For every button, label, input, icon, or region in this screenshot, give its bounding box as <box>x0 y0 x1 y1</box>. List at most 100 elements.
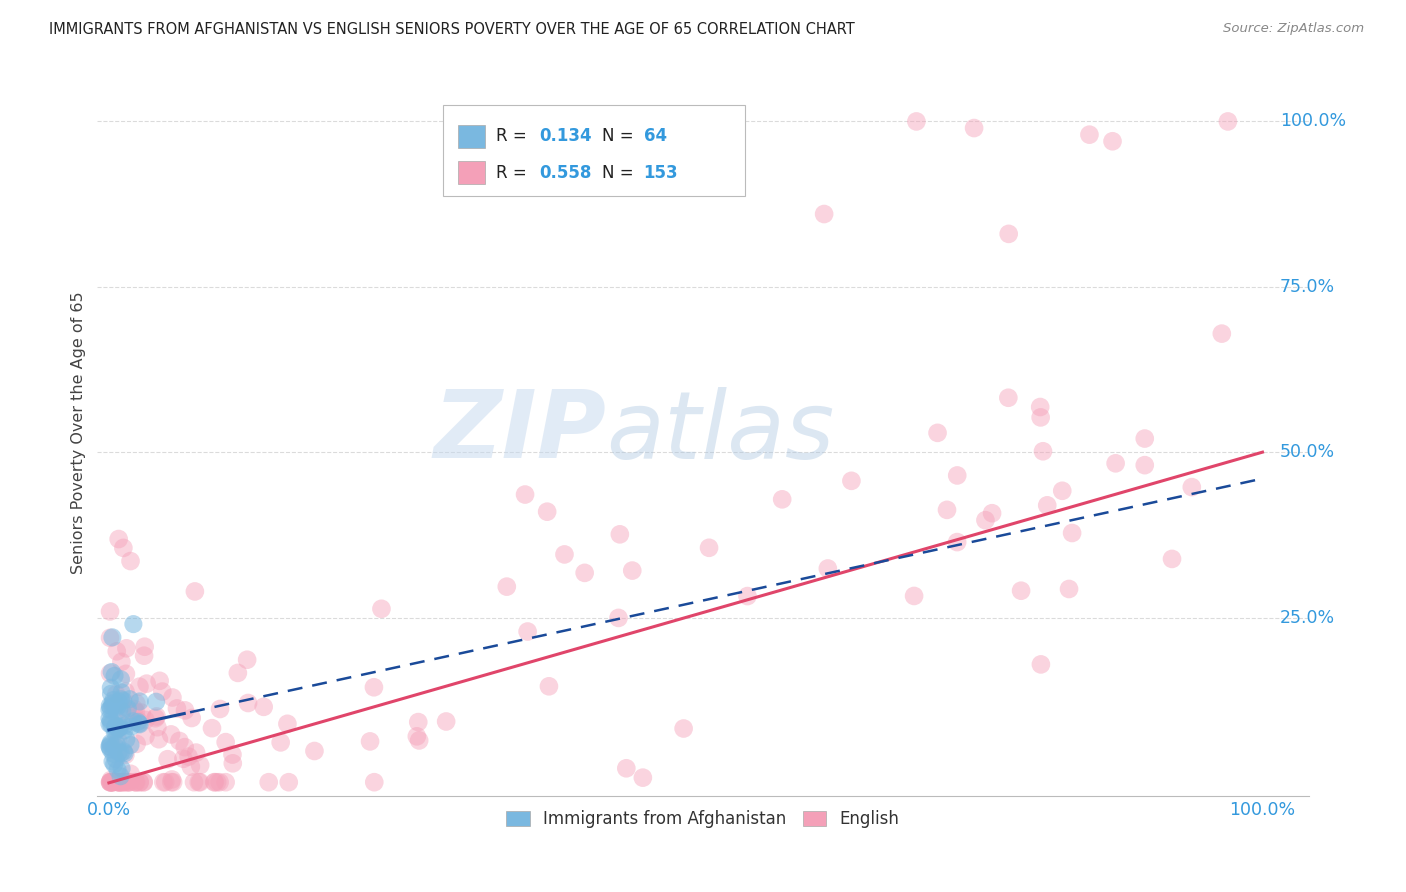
Point <box>513 487 536 501</box>
Point <box>108 775 131 789</box>
Point <box>110 720 132 734</box>
Point <box>145 695 167 709</box>
Point <box>927 425 949 440</box>
Point <box>516 624 538 639</box>
Point <box>1029 657 1052 672</box>
Text: N =: N = <box>602 163 640 182</box>
Point <box>110 692 132 706</box>
Point <box>222 756 245 771</box>
Point <box>120 554 142 568</box>
Point <box>963 121 986 136</box>
Point <box>104 723 127 737</box>
Point <box>100 772 122 787</box>
Point <box>903 589 925 603</box>
Point <box>110 655 132 669</box>
Point <box>115 666 138 681</box>
Text: Source: ZipAtlas.com: Source: ZipAtlas.com <box>1223 22 1364 36</box>
Point <box>162 690 184 705</box>
Point <box>112 775 135 789</box>
Point <box>120 738 142 752</box>
Point <box>100 714 122 728</box>
Text: 0.558: 0.558 <box>540 163 592 182</box>
Point <box>103 669 125 683</box>
Point <box>100 701 122 715</box>
Point <box>363 775 385 789</box>
Text: ZIP: ZIP <box>433 386 606 478</box>
Point <box>108 775 131 789</box>
Point <box>406 715 429 730</box>
Point <box>1181 480 1204 494</box>
Point <box>946 535 969 549</box>
Point <box>128 717 150 731</box>
Point <box>672 722 695 736</box>
Point <box>173 740 195 755</box>
Point <box>112 744 135 758</box>
Point <box>108 703 131 717</box>
Point <box>128 775 150 789</box>
Point <box>813 207 835 221</box>
Point <box>101 699 124 714</box>
Point <box>117 775 139 789</box>
Point <box>104 699 127 714</box>
Point <box>111 685 134 699</box>
Point <box>104 720 127 734</box>
Point <box>537 679 560 693</box>
Point <box>177 749 200 764</box>
Point <box>187 775 209 789</box>
Point <box>114 747 136 761</box>
Text: 50.0%: 50.0% <box>1279 443 1334 461</box>
Point <box>253 699 276 714</box>
Point <box>134 640 156 654</box>
Point <box>214 775 236 789</box>
Point <box>115 732 138 747</box>
Point <box>125 737 148 751</box>
Point <box>110 746 132 760</box>
Point <box>215 735 238 749</box>
Point <box>104 724 127 739</box>
Point <box>128 775 150 789</box>
Point <box>107 733 129 747</box>
Point <box>103 747 125 761</box>
Point <box>112 775 135 789</box>
Point <box>118 775 141 789</box>
Point <box>98 775 121 789</box>
Text: R =: R = <box>496 163 531 182</box>
Point <box>101 631 124 645</box>
Point <box>117 701 139 715</box>
Point <box>132 775 155 789</box>
Point <box>125 705 148 719</box>
Point <box>98 711 121 725</box>
Point <box>98 666 121 681</box>
Point <box>98 631 121 645</box>
Point <box>98 739 121 754</box>
Point <box>100 736 122 750</box>
Point <box>841 474 863 488</box>
Point <box>184 746 207 760</box>
Point <box>582 167 605 181</box>
Point <box>156 752 179 766</box>
Point <box>1104 456 1126 470</box>
Point <box>277 775 299 789</box>
Point <box>359 734 381 748</box>
Point <box>112 719 135 733</box>
Point <box>100 775 122 789</box>
Point <box>104 718 127 732</box>
Point <box>103 693 125 707</box>
Point <box>107 721 129 735</box>
Point <box>905 114 928 128</box>
Point <box>98 703 121 717</box>
Point <box>105 720 128 734</box>
Point <box>1029 410 1052 425</box>
Point <box>134 729 156 743</box>
Point <box>132 648 155 663</box>
Point <box>100 775 122 789</box>
Point <box>148 732 170 747</box>
Point <box>98 775 121 789</box>
Point <box>115 704 138 718</box>
Point <box>204 775 226 789</box>
Point <box>607 611 630 625</box>
Text: atlas: atlas <box>606 387 834 478</box>
Point <box>974 513 997 527</box>
Point <box>98 698 121 713</box>
Point <box>128 716 150 731</box>
